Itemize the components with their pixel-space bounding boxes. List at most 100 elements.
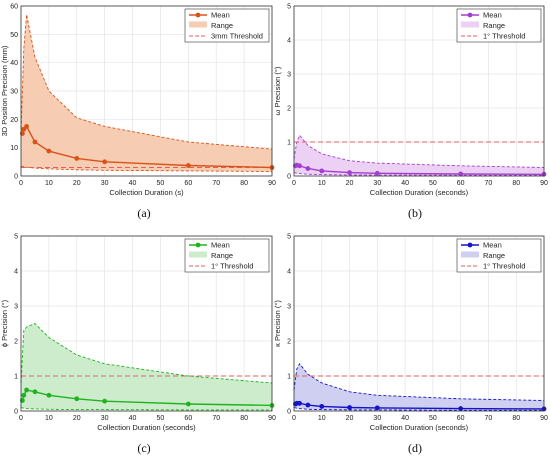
- legend-entry-label: Range: [483, 21, 505, 30]
- y-tick-label: 4: [287, 38, 291, 45]
- mean-point: [319, 404, 325, 409]
- legend-entry-label: Range: [483, 251, 505, 260]
- range-upper-line: [20, 14, 273, 150]
- y-tick-label: 2: [287, 339, 291, 346]
- mean-point: [347, 170, 352, 176]
- x-tick-label: 70: [212, 180, 220, 187]
- mean-point: [185, 163, 191, 168]
- x-tick-label: 40: [129, 415, 137, 422]
- x-tick-label: 30: [373, 180, 381, 187]
- mean-point: [305, 402, 311, 408]
- x-tick-label: 70: [212, 415, 220, 422]
- mean-point: [102, 159, 108, 165]
- mean-point: [374, 405, 380, 411]
- y-tick-label: 1: [287, 140, 291, 147]
- y-tick-label: 0: [287, 174, 291, 181]
- x-tick-label: 40: [401, 180, 409, 187]
- x-axis-label: Collection Duration (seconds): [370, 188, 469, 197]
- mean-point: [46, 148, 52, 154]
- y-tick-label: 30: [10, 89, 18, 96]
- y-tick-label: 20: [10, 117, 18, 124]
- y-axis-label: ω Precision (°): [273, 66, 282, 115]
- x-tick-label: 40: [401, 415, 409, 422]
- legend-entry-label: 1° Threshold: [211, 262, 253, 271]
- legend-entry-label: Mean: [483, 11, 502, 20]
- x-tick-label: 90: [268, 415, 276, 422]
- mean-point: [32, 389, 38, 395]
- x-tick-label: 80: [240, 180, 248, 187]
- range-band: [21, 14, 272, 172]
- x-tick-label: 20: [346, 180, 354, 187]
- y-tick-label: 0: [14, 174, 18, 181]
- x-tick-label: 90: [540, 180, 548, 187]
- mean-point: [458, 171, 464, 177]
- chart-panel-2: 0 10 20 30 40 50 60 70 80 90 0 1 2 3 4 5 Collection Dura…: [273, 4, 548, 221]
- x-axis-label: Collection Duration (seconds): [370, 423, 469, 432]
- y-tick-label: 4: [287, 269, 291, 276]
- mean-point: [24, 124, 29, 129]
- y-tick-label: 5: [287, 234, 291, 241]
- mean-point: [102, 398, 108, 404]
- mean-point: [74, 156, 80, 161]
- legend-entry-label: Mean: [483, 241, 502, 250]
- x-tick-label: 10: [45, 415, 53, 422]
- chart-panel-1: 0 10 20 30 40 50 60 70 80 900102030405060Collecti…: [0, 4, 276, 221]
- legend-entry-label: 1° Threshold: [483, 262, 525, 271]
- legend-mean-marker: [195, 242, 201, 248]
- y-tick-label: 1: [14, 374, 18, 381]
- legend-entry-label: Mean: [211, 241, 230, 250]
- y-tick-label: 2: [14, 339, 18, 346]
- x-tick-label: 0: [292, 180, 296, 187]
- range-upper-line: [293, 134, 545, 168]
- mean-point: [297, 163, 302, 169]
- x-tick-label: 60: [457, 415, 465, 422]
- legend-mean-marker: [195, 12, 201, 18]
- y-axis-label: κ Precision (°): [273, 300, 282, 347]
- x-tick-label: 10: [318, 415, 326, 422]
- y-tick-label: 5: [14, 234, 18, 241]
- x-tick-label: 80: [512, 415, 520, 422]
- x-tick-label: 10: [318, 180, 326, 187]
- legend-entry-label: 3mm Threshold: [211, 32, 263, 41]
- x-tick-label: 30: [101, 180, 109, 187]
- y-tick-label: 10: [10, 145, 18, 152]
- mean-point: [21, 392, 27, 398]
- x-tick-label: 80: [512, 180, 520, 187]
- x-tick-label: 50: [157, 180, 165, 187]
- legend-range-swatch: [461, 251, 479, 258]
- x-tick-label: 60: [184, 415, 192, 422]
- x-axis-label: Collection Duration (seconds): [97, 423, 196, 432]
- mean-point: [46, 392, 52, 398]
- x-tick-label: 20: [346, 415, 354, 422]
- x-tick-label: 20: [73, 180, 81, 187]
- axes-frame: [20, 235, 273, 412]
- y-axis-label: ϕ Precision (°): [0, 299, 9, 347]
- x-tick-label: 0: [292, 415, 296, 422]
- y-tick-label: 4: [14, 269, 18, 276]
- y-tick-label: 3: [287, 304, 291, 311]
- mean-point: [374, 170, 380, 176]
- legend-entry-label: Mean: [211, 11, 230, 20]
- x-tick-label: 60: [457, 180, 465, 187]
- x-tick-label: 40: [129, 180, 137, 187]
- panel-label: (d): [408, 441, 422, 455]
- x-tick-label: 0: [19, 415, 23, 422]
- mean-point: [347, 405, 352, 410]
- mean-point: [458, 406, 464, 411]
- range-lower-line: [293, 172, 544, 176]
- legend-range-swatch: [189, 21, 207, 28]
- range-band: [294, 135, 544, 176]
- x-axis-label: Collection Duration (s): [109, 188, 184, 197]
- y-tick-label: 5: [287, 4, 291, 11]
- y-tick-label: 40: [10, 60, 18, 67]
- range-upper-line: [20, 322, 273, 384]
- y-tick-label: 60: [10, 4, 18, 11]
- x-tick-label: 30: [373, 415, 381, 422]
- x-tick-label: 60: [184, 180, 192, 187]
- x-tick-label: 70: [485, 180, 493, 187]
- x-tick-label: 10: [45, 180, 53, 187]
- legend-mean-marker: [467, 242, 473, 248]
- y-tick-label: 0: [287, 409, 291, 416]
